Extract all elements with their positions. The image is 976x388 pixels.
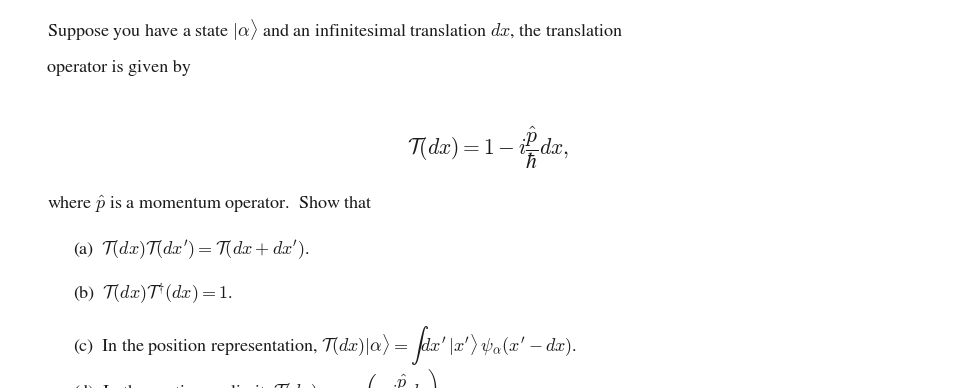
Text: Suppose you have a state $|\alpha\rangle$ and an infinitesimal translation $dx$,: Suppose you have a state $|\alpha\rangle… [47, 17, 623, 43]
Text: $\mathcal{T}(dx) = 1 - i\dfrac{\hat{p}}{\hbar}dx,$: $\mathcal{T}(dx) = 1 - i\dfrac{\hat{p}}{… [407, 124, 569, 171]
Text: where $\hat{p}$ is a momentum operator.  Show that: where $\hat{p}$ is a momentum operator. … [47, 194, 373, 215]
Text: operator is given by: operator is given by [47, 60, 190, 76]
Text: (b)  $\mathcal{T}(dx)\mathcal{T}^{\dagger}(dx) = 1$.: (b) $\mathcal{T}(dx)\mathcal{T}^{\dagger… [73, 281, 233, 307]
Text: (c)  In the position representation, $\mathcal{T}(dx)|\alpha\rangle = \int dx'\,: (c) In the position representation, $\ma… [73, 324, 578, 367]
Text: (d)  In the continuum limit, $\mathcal{T}(dx) = \exp\!\left(-i\dfrac{\hat{p}}{\h: (d) In the continuum limit, $\mathcal{T}… [73, 367, 445, 388]
Text: (a)  $\mathcal{T}(dx)\mathcal{T}(dx') = \mathcal{T}(dx + dx')$.: (a) $\mathcal{T}(dx)\mathcal{T}(dx') = \… [73, 239, 310, 262]
